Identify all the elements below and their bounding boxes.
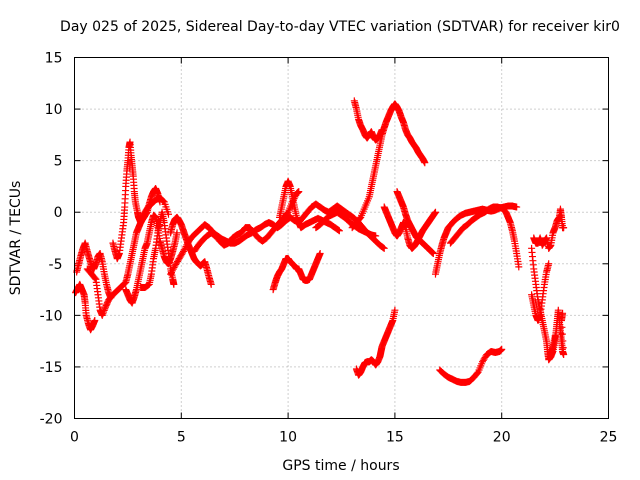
x-tick-label: 10 [279,430,297,446]
data-point [379,244,387,252]
data-point [316,249,324,257]
data-point [168,267,176,275]
data-point [167,268,175,276]
series-arc-q [393,188,437,257]
data-point [182,242,190,250]
data-point [431,208,439,216]
data-points [72,97,568,386]
x-tick-label: 5 [177,430,186,446]
y-tick-label: -15 [40,360,63,376]
data-point [159,197,167,205]
data-point [295,188,303,196]
data-point [91,274,99,282]
y-tick-label: -20 [40,412,63,428]
data-point [356,214,364,222]
series-arc-g [167,213,215,288]
y-tick-label: -5 [49,257,63,273]
data-point [379,243,387,251]
series-arc-a [72,280,99,334]
data-point [170,280,178,288]
data-point [558,330,566,338]
data-point [98,311,106,319]
data-point [335,226,343,234]
data-point [164,210,172,218]
data-point [91,317,99,325]
x-tick-label: 20 [493,430,511,446]
series-arc-d [109,138,172,263]
y-tick-label: -10 [40,308,63,324]
data-point [100,308,108,316]
data-point [170,263,178,271]
data-point [380,244,388,252]
series-arc-t [352,306,399,379]
data-point [159,196,167,204]
data-point [167,270,175,278]
data-point [559,337,567,345]
data-point [421,159,429,167]
data-point [180,246,188,254]
data-point [559,344,567,352]
y-axis-label: SDTVAR / TECUs [8,181,24,296]
data-point [515,263,523,271]
x-tick-label: 15 [386,430,404,446]
data-point [335,227,343,235]
axes-ticks: 0 5 10 15 20 25 -20 -15 -10 -5 0 5 10 15 [40,51,618,446]
series-arc-x [530,205,568,252]
plot-frame [74,57,609,419]
series-arc-w [528,260,553,325]
data-point [560,224,568,232]
data-point [179,249,187,257]
data-point [100,306,108,314]
x-tick-label: 0 [70,430,79,446]
data-point [101,305,109,313]
grid [74,57,609,419]
data-point [207,280,215,288]
data-point [558,323,566,331]
data-point [560,351,568,359]
data-point [173,229,181,237]
x-axis-label: GPS time / hours [282,458,399,474]
series-arc-c [83,184,164,319]
y-tick-label: 0 [54,205,63,221]
data-point [391,306,399,314]
y-tick-label: 10 [45,102,63,118]
data-point [372,232,380,240]
series-arc-j [269,249,324,294]
data-point [545,260,553,268]
series-arc-o [348,100,429,232]
data-point [473,369,481,377]
data-point [559,309,567,317]
data-point [498,345,506,353]
data-point [513,203,521,211]
data-point [283,209,291,217]
series-arc-u [436,345,506,386]
data-point [429,249,437,257]
series-arc-y [547,306,568,361]
data-point [99,310,107,318]
x-tick-label: 25 [600,430,618,446]
series-arc-s [446,203,523,271]
series-arc-i [190,188,303,255]
data-point [169,265,177,273]
data-point [181,244,189,252]
data-point [179,247,187,255]
y-tick-label: 5 [54,154,63,170]
data-point [334,226,342,234]
chart-title: Day 025 of 2025, Sidereal Day-to-day VTE… [60,19,620,35]
y-tick-label: 15 [45,51,63,67]
